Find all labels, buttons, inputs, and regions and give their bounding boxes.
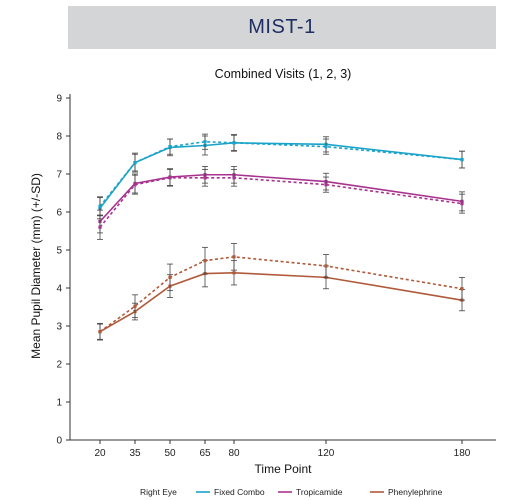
data-point xyxy=(168,275,172,279)
y-tick-label: 7 xyxy=(56,170,62,181)
series-1 xyxy=(97,133,465,217)
data-point xyxy=(98,225,102,229)
y-tick-label: 8 xyxy=(56,132,62,143)
legend-entry: Tropicamide xyxy=(296,487,343,497)
data-point xyxy=(460,287,464,291)
x-tick-label: 50 xyxy=(164,448,176,459)
series-line xyxy=(99,142,463,209)
data-point xyxy=(232,255,236,259)
x-tick-label: 65 xyxy=(199,448,211,459)
data-point xyxy=(168,176,172,180)
data-point xyxy=(460,202,464,206)
data-point xyxy=(133,183,137,187)
data-point xyxy=(203,140,207,144)
series-line xyxy=(99,177,463,228)
y-tick-label: 5 xyxy=(56,246,62,257)
x-tick-label: 120 xyxy=(318,448,335,459)
x-tick-label: 20 xyxy=(94,448,106,459)
y-axis-label: Mean Pupil Diameter (mm) (+/-SD) xyxy=(29,173,43,359)
series-2 xyxy=(97,165,465,234)
y-tick-label: 0 xyxy=(56,436,62,447)
y-tick-label: 3 xyxy=(56,322,62,333)
data-point xyxy=(232,176,236,180)
data-point xyxy=(324,264,328,268)
y-tick-label: 4 xyxy=(56,284,62,295)
x-tick-label: 35 xyxy=(129,448,141,459)
data-point xyxy=(203,176,207,180)
data-point xyxy=(232,271,236,275)
series-3 xyxy=(97,169,465,240)
y-tick-label: 2 xyxy=(56,360,62,371)
y-tick-label: 1 xyxy=(56,398,62,409)
series-0 xyxy=(97,134,465,220)
data-point xyxy=(460,157,464,162)
data-point xyxy=(98,330,102,334)
series-5 xyxy=(97,243,465,341)
series-layer xyxy=(97,133,465,341)
legend-entry: Phenylephrine xyxy=(388,487,443,497)
data-point xyxy=(133,304,137,308)
data-point xyxy=(98,204,102,208)
banner-title: MIST-1 xyxy=(248,16,316,38)
y-tick-label: 9 xyxy=(56,94,62,105)
title-banner: MIST-1 xyxy=(68,6,496,49)
series-4 xyxy=(97,259,465,340)
legend-prefix: Right Eye xyxy=(140,487,177,497)
series-line xyxy=(99,271,463,333)
data-point xyxy=(203,259,207,263)
series-line xyxy=(99,140,463,207)
legend: Right Eye Fixed Combo Tropicamide Phenyleph… xyxy=(140,487,443,497)
axes: 0 1 2 3 4 5 6 7 8 9 20 35 50 65 80 120 180 xyxy=(56,94,496,459)
legend-entry: Fixed Combo xyxy=(214,487,265,497)
x-axis-label: Time Point xyxy=(255,462,313,476)
x-tick-label: 180 xyxy=(454,448,471,459)
x-tick-label: 80 xyxy=(228,448,240,459)
data-point xyxy=(232,141,236,145)
chart-title: Combined Visits (1, 2, 3) xyxy=(215,67,352,81)
series-line xyxy=(99,256,463,333)
data-point xyxy=(324,145,328,149)
data-point xyxy=(324,183,328,187)
y-tick-label: 6 xyxy=(56,208,62,219)
data-point xyxy=(168,145,172,149)
data-point xyxy=(133,161,137,165)
series-line xyxy=(99,173,463,223)
